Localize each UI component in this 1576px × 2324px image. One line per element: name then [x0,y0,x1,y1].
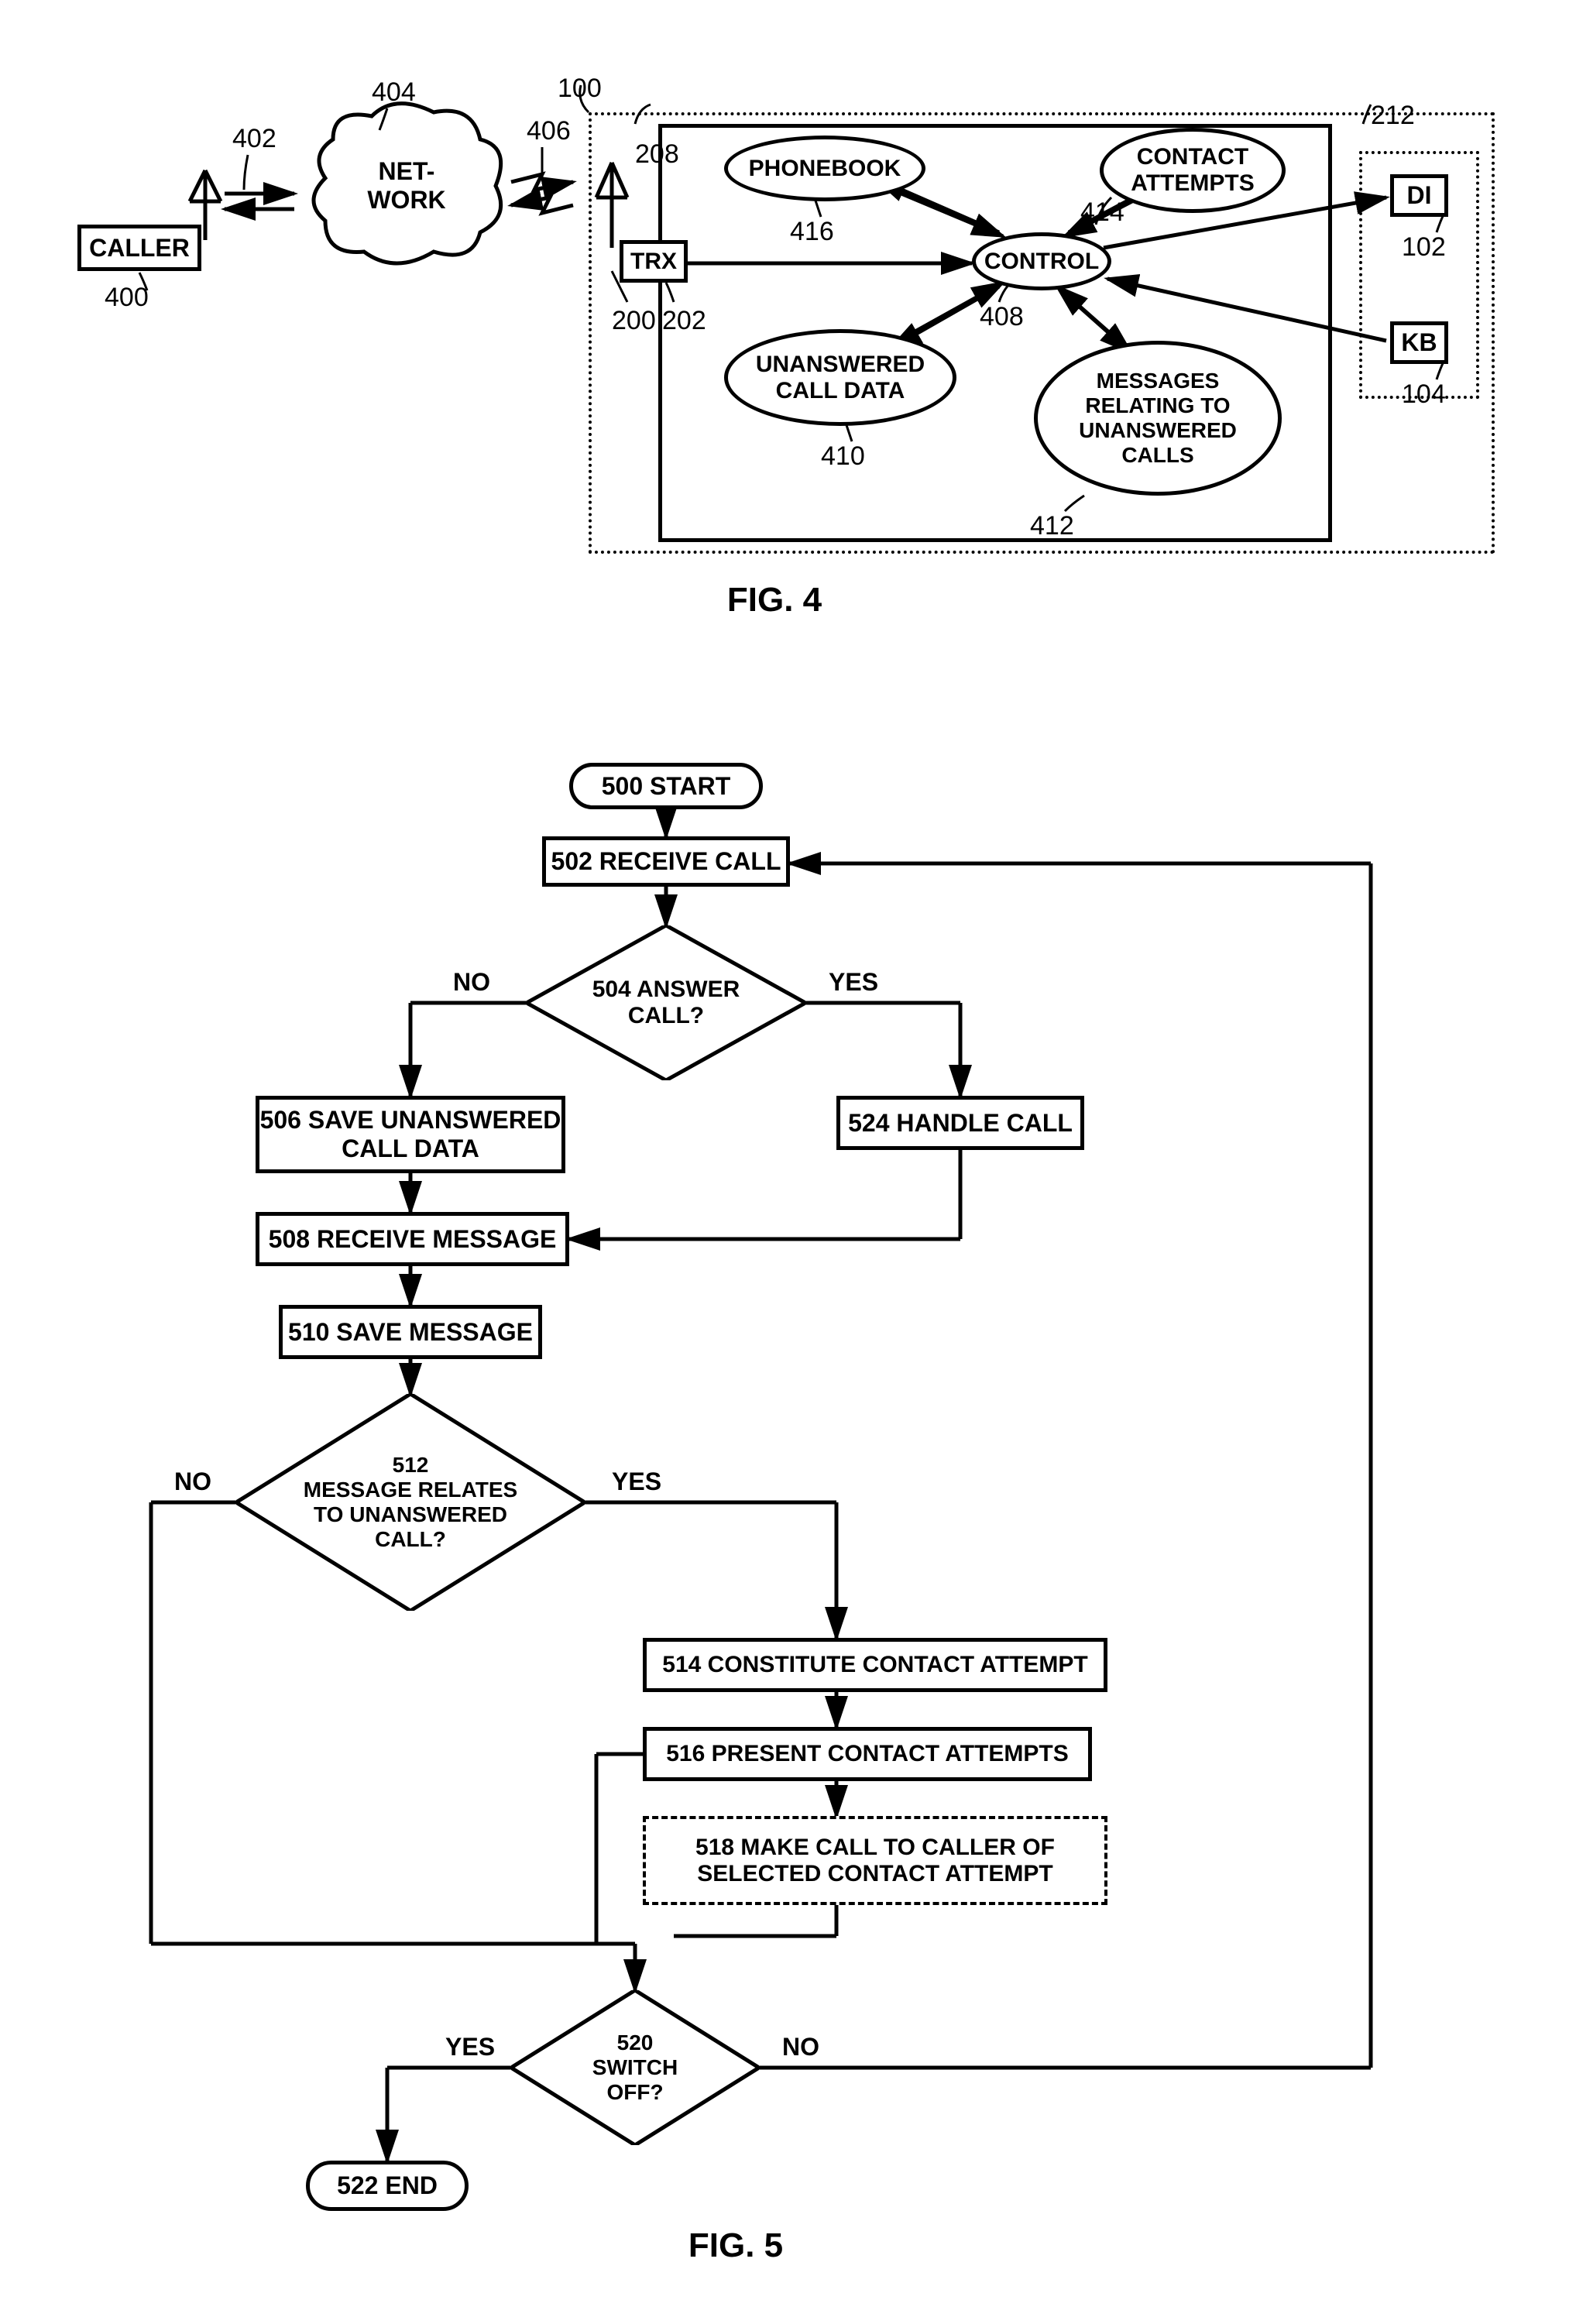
yes-label-3: YES [445,2033,495,2061]
ref-102: 102 [1402,232,1446,263]
ref-100: 100 [558,74,602,104]
di-box: DI [1390,174,1448,217]
ref-208: 208 [635,139,679,170]
no-label-2: NO [174,1468,211,1496]
ref-402: 402 [232,124,276,154]
ref-416: 416 [790,217,834,247]
msg-relates-diamond: 512 MESSAGE RELATES TO UNANSWERED CALL? [236,1394,585,1611]
ref-caller: 400 [105,283,149,313]
network-cloud: NET- WORK [352,155,461,217]
ref-202: 202 [662,306,706,336]
save-message-box: 510 SAVE MESSAGE [279,1305,542,1359]
figure-4: CALLER 400 [0,0,1576,697]
no-label-3: NO [782,2033,819,2061]
ref-404: 404 [372,77,416,108]
receive-message-box: 508 RECEIVE MESSAGE [256,1212,569,1266]
ref-104: 104 [1402,379,1446,410]
ref-408: 408 [980,302,1024,332]
ref-412: 412 [1030,511,1074,541]
ref-212: 212 [1371,101,1415,131]
fig4-label: FIG. 4 [697,581,852,620]
ref-414: 414 [1080,197,1124,228]
present-box: 516 PRESENT CONTACT ATTEMPTS [643,1727,1092,1781]
messages-ellipse: MESSAGES RELATING TO UNANSWERED CALLS [1034,341,1282,496]
caller-box: CALLER [77,225,201,271]
save-unanswered-box: 506 SAVE UNANSWERED CALL DATA [256,1096,565,1173]
answer-call-diamond: 504 ANSWER CALL? [527,925,805,1080]
ref-200: 200 [612,306,656,336]
make-call-box: 518 MAKE CALL TO CALLER OF SELECTED CONT… [643,1816,1107,1905]
figure-5: 500 START 502 RECEIVE CALL 504 ANSWER CA… [0,712,1576,2300]
ref-410: 410 [821,441,865,472]
start-terminal: 500 START [569,763,763,809]
control-ellipse: CONTROL [972,232,1111,290]
handle-call-box: 524 HANDLE CALL [836,1096,1084,1150]
unanswered-ellipse: UNANSWERED CALL DATA [724,329,956,426]
trx-box: TRX [620,240,688,283]
end-terminal: 522 END [306,2161,469,2211]
yes-label-2: YES [612,1468,661,1496]
ref-406: 406 [527,116,571,146]
phonebook-ellipse: PHONEBOOK [724,136,925,201]
contact-attempts-ellipse: CONTACT ATTEMPTS [1100,128,1286,213]
fig5-label: FIG. 5 [658,2226,813,2265]
kb-box: KB [1390,321,1448,364]
yes-label-1: YES [829,968,878,997]
constitute-box: 514 CONSTITUTE CONTACT ATTEMPT [643,1638,1107,1692]
receive-call-box: 502 RECEIVE CALL [542,836,790,887]
no-label-1: NO [453,968,490,997]
switch-off-diamond: 520 SWITCH OFF? [511,1990,759,2145]
